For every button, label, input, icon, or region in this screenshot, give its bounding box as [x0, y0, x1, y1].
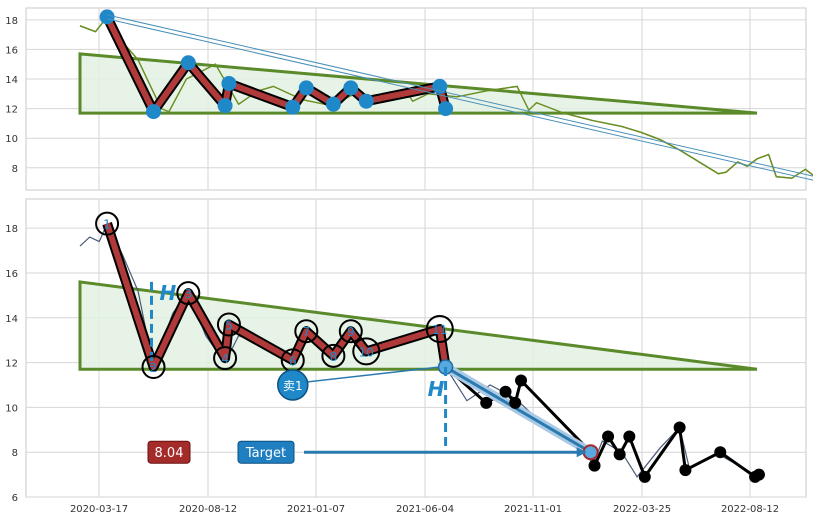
post-breakout-point-6 — [588, 459, 601, 472]
top-pivot-marker-8 — [325, 96, 341, 112]
sell-label: 卖1 — [283, 379, 303, 393]
bottom-xtick-label: 2021-01-07 — [287, 504, 345, 515]
top-ytick-label: 14 — [5, 75, 18, 86]
pivot-label-3: 3 — [184, 287, 192, 301]
bottom-xtick-label: 2021-11-01 — [504, 504, 562, 515]
pivot-circle-10 — [352, 337, 381, 366]
target-label: Target — [245, 446, 286, 461]
target-label-box — [237, 440, 295, 464]
top-pivot-marker-2 — [146, 104, 162, 120]
bottom-ytick-label: 10 — [5, 403, 18, 414]
pivot-label-6: 6 — [289, 354, 297, 368]
bottom-xtick-label: 2020-03-17 — [70, 504, 128, 515]
post-breakout-point-8 — [613, 448, 626, 461]
top-pivot-marker-1 — [99, 9, 115, 25]
post-breakout-point-13 — [714, 446, 727, 459]
target-arrow-head — [576, 447, 587, 458]
top-pivot-marker-3 — [180, 55, 196, 71]
pivot-circle-5 — [216, 312, 241, 337]
post-breakout-point-7 — [602, 430, 615, 443]
top-ytick-label: 16 — [5, 45, 18, 56]
bottom-ytick-label: 6 — [12, 493, 18, 504]
pivot-circle-7 — [294, 319, 319, 344]
price-label: 8.04 — [155, 446, 184, 461]
post-breakout-point-1 — [480, 396, 493, 409]
top-ytick-label: 8 — [12, 164, 18, 175]
pivot-circle-3 — [176, 281, 201, 306]
sell-pointer-line — [306, 366, 440, 383]
bottom-xtick-label: 2022-08-12 — [721, 504, 779, 515]
pivot-label-9: 9 — [347, 325, 355, 339]
top-price-line-overlay — [79, 15, 813, 179]
pivot-label-11: 11 — [432, 323, 447, 337]
breakout-line — [444, 365, 592, 454]
pivot-circle-11 — [425, 314, 454, 343]
pivot-label-5: 5 — [225, 318, 233, 332]
pivot-label-8: 8 — [330, 350, 338, 364]
bottom-ytick-label: 14 — [5, 314, 18, 325]
post-breakout-point-3 — [509, 396, 522, 409]
top-zigzag-line — [104, 15, 449, 115]
top-trend-arrow-lower — [106, 18, 813, 181]
top-trend-arrow-upper — [106, 14, 813, 177]
bottom-ytick-label: 12 — [5, 359, 18, 370]
pivot-label-1: 1 — [103, 218, 111, 232]
pattern-height-label: H — [160, 281, 177, 305]
post-breakout-point-4 — [515, 374, 528, 387]
sell-marker — [277, 369, 309, 401]
top-ytick-label: 18 — [5, 16, 18, 27]
post-breakout-point-12 — [679, 464, 692, 477]
bottom-xtick-label: 2020-08-12 — [179, 504, 237, 515]
post-breakout-point-11 — [673, 421, 686, 434]
post-breakout-point-10 — [638, 470, 651, 483]
top-ytick-label: 10 — [5, 134, 18, 145]
pivot-label-10: 10 — [359, 345, 374, 359]
bottom-ytick-label: 18 — [5, 224, 18, 235]
top-pivot-marker-10 — [358, 93, 374, 109]
pivot-circle-9 — [338, 319, 363, 344]
pivot-label-2: 2 — [150, 361, 158, 375]
bottom-xtick-label: 2022-03-25 — [613, 504, 671, 515]
top-ytick-label: 12 — [5, 105, 18, 116]
top-pivot-marker-9 — [343, 80, 359, 96]
pivot-circle-2 — [141, 355, 166, 380]
price-label-box — [147, 440, 191, 464]
post-breakout-point-2 — [499, 385, 512, 398]
top-pivot-marker-12 — [438, 101, 454, 117]
pivot-label-7: 7 — [302, 325, 310, 339]
pivot-circle-8 — [321, 343, 346, 368]
top-pivot-marker-6 — [285, 99, 301, 115]
post-breakout-point-15 — [752, 468, 765, 481]
pivot-label-4: 4 — [221, 352, 229, 366]
pivot-circle-1 — [95, 211, 120, 236]
top-panel: 8 10 12 14 16 18 — [5, 7, 813, 191]
post-breakout-zigzag — [444, 365, 760, 480]
post-breakout-point-9 — [623, 430, 636, 443]
pivot-circle-4 — [213, 346, 238, 371]
breakout-height-label: H — [428, 377, 445, 401]
top-pivot-marker-4 — [217, 98, 233, 114]
top-triangle-pattern — [78, 52, 758, 115]
top-pivot-marker-5 — [221, 75, 237, 91]
bottom-ytick-label: 16 — [5, 269, 18, 280]
bottom-xtick-label: 2021-06-04 — [396, 504, 454, 515]
top-pivot-marker-7 — [298, 80, 314, 96]
bottom-ytick-label: 8 — [12, 448, 18, 459]
